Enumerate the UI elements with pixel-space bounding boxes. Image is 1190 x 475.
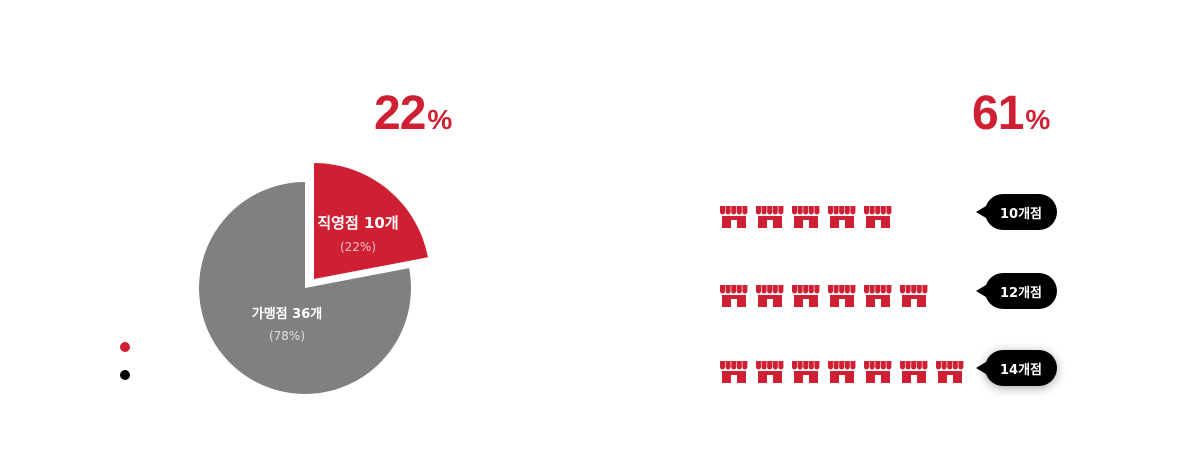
store-count-bubble-14: 14개점 <box>976 350 1057 386</box>
store-icon <box>792 206 820 228</box>
store-icon <box>720 206 748 228</box>
store-icon <box>828 361 856 383</box>
pie-slice-franchise <box>199 182 411 394</box>
pie-label-direct: 직영점 10개 <box>317 214 398 232</box>
store-count-bubble-10: 10개점 <box>976 194 1057 230</box>
direct-store-percent-unit: % <box>427 104 453 135</box>
store-icon <box>864 285 892 307</box>
growth-percent-value: 61 <box>972 87 1024 140</box>
store-icon <box>864 361 892 383</box>
pie-label-franchise-percent: (78%) <box>269 329 305 343</box>
store-icon <box>864 206 892 228</box>
pie-label-direct-percent: (22%) <box>340 240 376 254</box>
store-row-12 <box>720 285 928 307</box>
store-row-10 <box>720 206 892 228</box>
direct-store-percent-value: 22 <box>374 87 426 140</box>
store-icon <box>828 206 856 228</box>
store-icon <box>792 285 820 307</box>
store-icon <box>900 285 928 307</box>
legend-dot-franchise <box>120 370 130 380</box>
store-icon <box>828 285 856 307</box>
direct-store-percent: 22% <box>374 90 452 138</box>
store-icon <box>756 206 784 228</box>
store-icon <box>936 361 964 383</box>
pie-label-franchise: 가맹점 36개 <box>252 306 322 322</box>
store-count-bubble-12: 12개점 <box>976 273 1057 309</box>
store-icon <box>792 361 820 383</box>
store-icon <box>756 285 784 307</box>
legend-dot-direct <box>120 342 130 352</box>
store-icon <box>756 361 784 383</box>
store-row-14 <box>720 361 964 383</box>
growth-percent-unit: % <box>1025 104 1051 135</box>
pie-slice-direct <box>314 163 428 279</box>
store-icon <box>900 361 928 383</box>
store-icon <box>720 361 748 383</box>
store-icon <box>720 285 748 307</box>
growth-percent: 61% <box>972 90 1050 138</box>
store-type-pie-chart: 직영점 10개 (22%) 가맹점 36개 (78%) <box>199 163 428 394</box>
